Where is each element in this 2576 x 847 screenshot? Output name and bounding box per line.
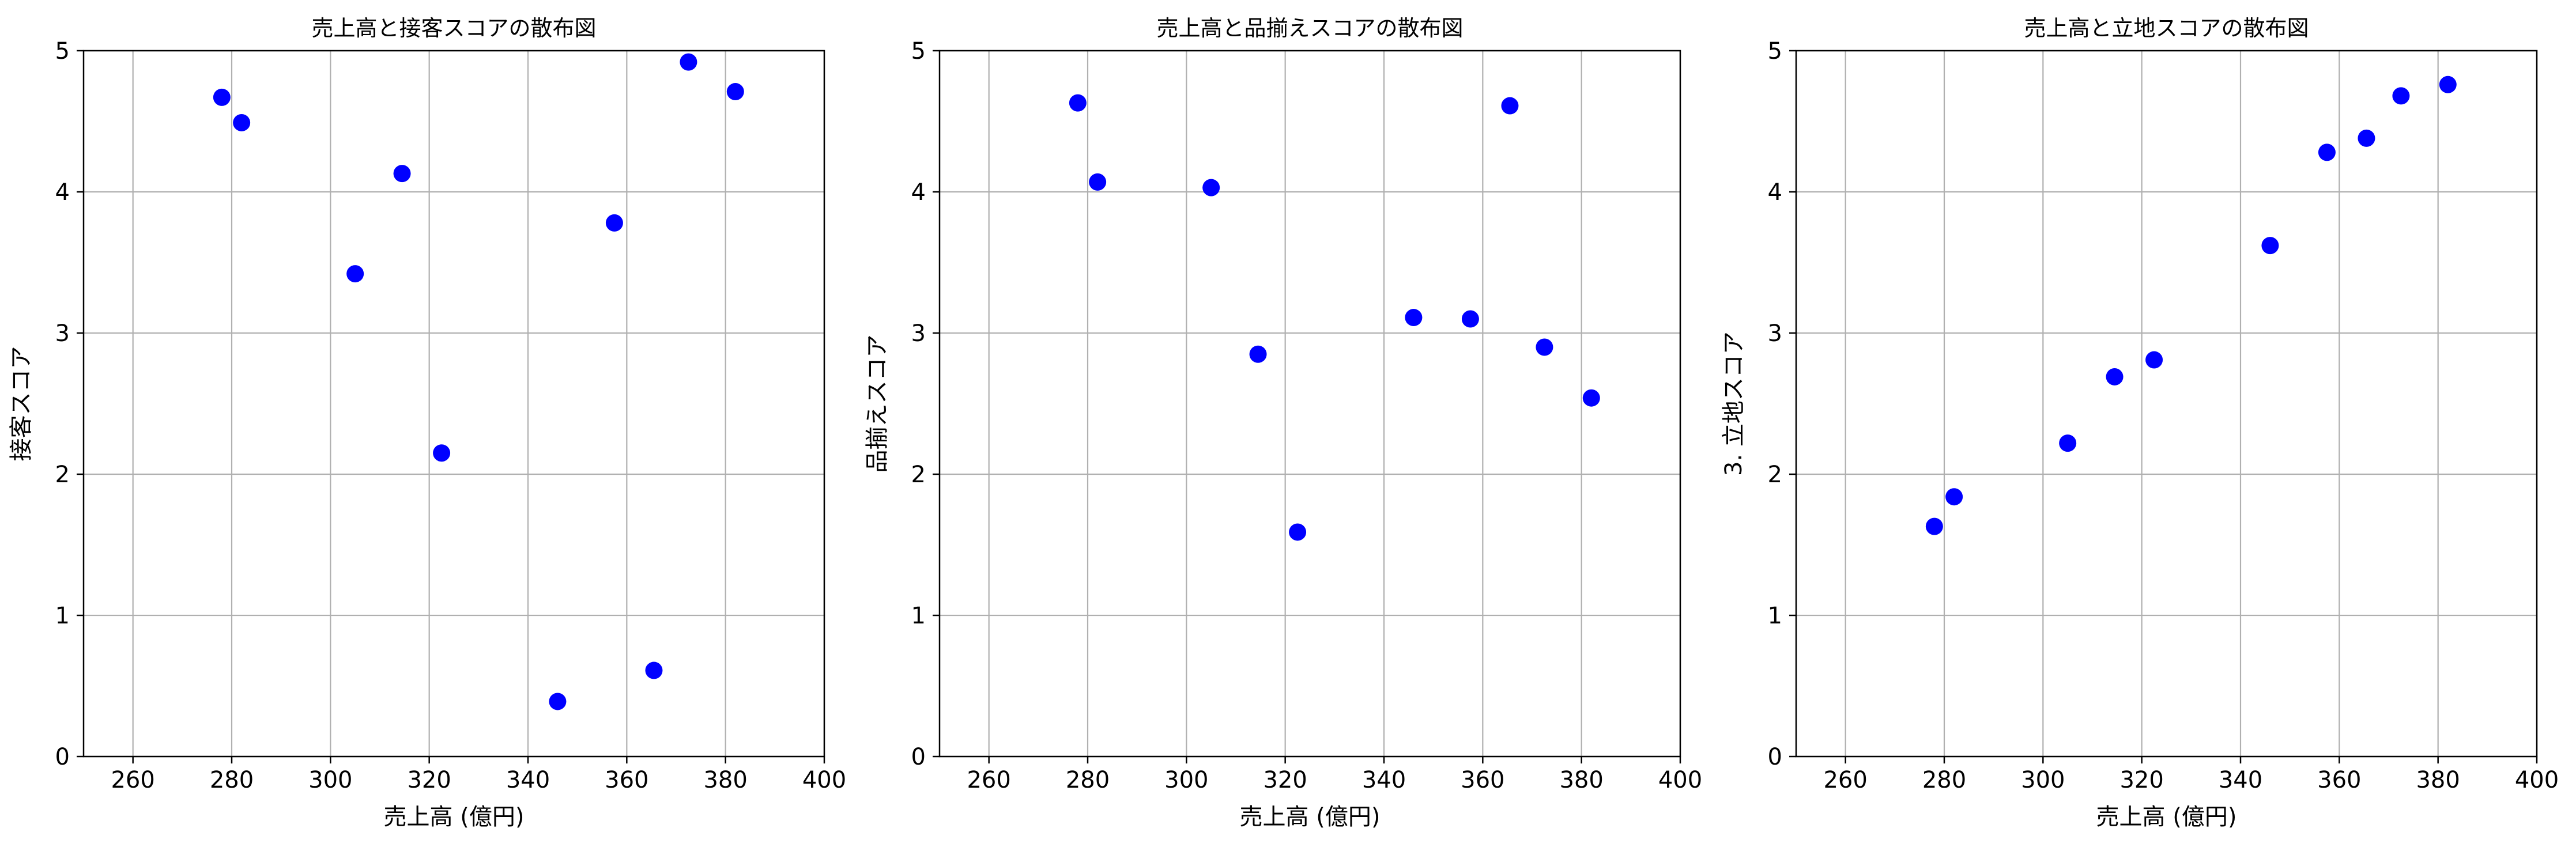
y-tick-label: 4 [911, 179, 926, 206]
scatter-point [233, 114, 251, 131]
scatter-point [1461, 310, 1479, 328]
scatter-point [1536, 338, 1553, 356]
scatter-point [1069, 94, 1087, 112]
scatter-point [346, 265, 364, 283]
scatter-point [2059, 434, 2077, 452]
x-tick-label: 260 [967, 767, 1010, 793]
y-tick-label: 1 [55, 603, 70, 629]
scatter-point [433, 444, 451, 462]
y-tick-label: 0 [1768, 744, 1782, 770]
x-tick-label: 320 [2119, 767, 2163, 793]
scatter-point [1501, 97, 1519, 115]
scatter-point [1925, 517, 1943, 535]
x-tick-label: 340 [1362, 767, 1406, 793]
x-tick-label: 260 [111, 767, 154, 793]
scatter-point [1202, 179, 1220, 196]
chart-panel-1: 260 280 300 320 340 360 380 400 0 1 2 3 4 5 売上高と接客スコアの… [8, 16, 846, 830]
x-tick-label: 300 [2021, 767, 2065, 793]
scatter-point [2261, 237, 2279, 255]
plot-frame [1795, 50, 2538, 758]
scatter-point [2392, 87, 2410, 105]
scatter-point [2358, 129, 2375, 147]
x-axis-label: 売上高 (億円) [384, 804, 525, 830]
scatter-point [213, 88, 231, 106]
scatter-point [2439, 75, 2457, 93]
y-tick-label: 5 [1768, 38, 1782, 65]
x-tick-label: 300 [308, 767, 352, 793]
chart-panel-3: 260 280 300 320 340 360 380 400 0 1 2 3 4 5 売上高と立地スコアの… [1721, 16, 2559, 830]
y-axis-label: 品揃えスコア [864, 335, 891, 473]
y-tick-label: 0 [911, 744, 926, 770]
x-tick-label: 280 [1922, 767, 1966, 793]
y-tick-label: 2 [55, 462, 70, 488]
scatter-point [605, 214, 623, 232]
y-tick-label: 4 [1768, 179, 1782, 206]
x-tick-label: 400 [2515, 767, 2559, 793]
x-tick-label: 320 [1263, 767, 1307, 793]
y-tick-label: 3 [911, 320, 926, 347]
x-tick-label: 380 [703, 767, 747, 793]
scatter-point [2145, 351, 2163, 369]
x-tick-label: 400 [1658, 767, 1702, 793]
scatter-point [645, 661, 663, 679]
y-tick-label: 3 [1768, 320, 1782, 347]
chart-title: 売上高と接客スコアの散布図 [311, 16, 596, 41]
x-tick-label: 300 [1164, 767, 1208, 793]
x-tick-label: 380 [2416, 767, 2460, 793]
x-tick-label: 360 [1461, 767, 1504, 793]
scatter-point [393, 165, 411, 183]
y-tick-label: 2 [1768, 462, 1782, 488]
y-tick-label: 5 [55, 38, 70, 65]
x-tick-label: 340 [506, 767, 550, 793]
y-tick-label: 2 [911, 462, 926, 488]
x-tick-label: 360 [2317, 767, 2361, 793]
scatter-point [1582, 389, 1600, 407]
y-tick-label: 1 [911, 603, 926, 629]
scatter-point [680, 53, 697, 71]
y-axis-label: 接客スコア [8, 346, 35, 462]
scatter-point [1089, 173, 1107, 191]
y-tick-label: 1 [1768, 603, 1782, 629]
y-tick-label: 4 [55, 179, 70, 206]
scatter-point [1289, 523, 1307, 541]
y-tick-label: 0 [55, 744, 70, 770]
y-axis-label: 3. 立地スコア [1721, 331, 1747, 476]
plot-frame [82, 50, 825, 758]
x-tick-label: 280 [210, 767, 254, 793]
x-tick-label: 360 [605, 767, 648, 793]
scatter-point [2318, 143, 2336, 161]
x-tick-label: 380 [1559, 767, 1603, 793]
scatter-point [1405, 309, 1423, 327]
scatter-point [549, 693, 567, 710]
scatter-point [726, 83, 744, 101]
x-tick-label: 280 [1066, 767, 1110, 793]
y-tick-label: 3 [55, 320, 70, 347]
chart-title: 売上高と品揃えスコアの散布図 [1156, 16, 1463, 41]
chart-panel-2: 260 280 300 320 340 360 380 400 0 1 2 3 4 5 売上高と品揃えスコア… [864, 16, 1702, 830]
x-tick-label: 400 [802, 767, 846, 793]
scatter-point [1249, 345, 1267, 363]
scatter-point [2106, 368, 2124, 385]
x-tick-label: 260 [1823, 767, 1867, 793]
x-axis-label: 売上高 (億円) [1240, 804, 1381, 830]
scatter-point [1945, 488, 1963, 506]
y-tick-label: 5 [911, 38, 926, 65]
x-axis-label: 売上高 (億円) [2096, 804, 2237, 830]
plot-frame [938, 50, 1681, 758]
x-tick-label: 340 [2219, 767, 2262, 793]
x-tick-label: 320 [407, 767, 451, 793]
chart-title: 売上高と立地スコアの散布図 [2024, 16, 2309, 41]
